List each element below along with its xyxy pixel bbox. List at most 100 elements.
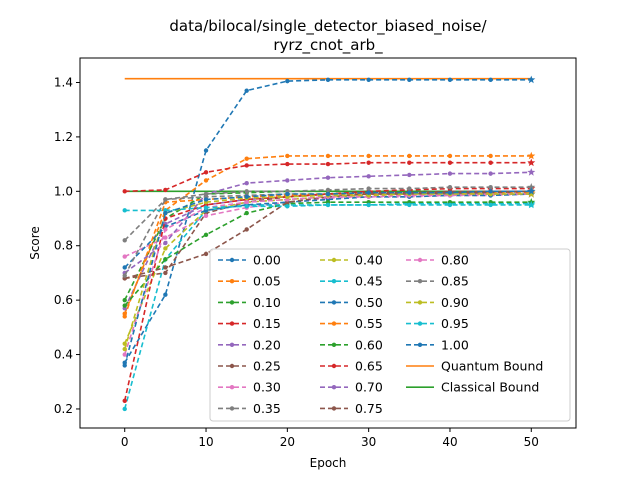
legend-marker [229,406,235,411]
series-point [122,238,127,243]
series-point [203,191,209,197]
series-point [285,153,290,159]
series-point [122,314,127,319]
series-point [203,213,209,218]
legend-marker [417,257,423,263]
series-point [122,363,127,368]
y-tick-label: 0.4 [54,348,73,362]
series-point [203,148,209,153]
legend-label: 0.40 [355,253,383,268]
legend-label: Classical Bound [441,380,539,395]
series-point [488,153,493,159]
y-tick-label: 0.6 [54,293,73,307]
series-point [366,190,371,195]
series-point [244,227,249,232]
series-point [285,161,290,167]
legend-label: 0.00 [253,253,281,268]
series-point [163,197,168,202]
x-axis-ticks: 0 10 20 30 40 50 [121,428,539,449]
series-point [366,202,371,208]
series-point [244,204,249,209]
legend-label: 0.45 [355,274,383,289]
series-point [285,178,290,183]
legend-marker [229,257,235,263]
y-tick-label: 1.4 [54,75,73,89]
series-point [122,398,127,403]
series-point [163,265,168,270]
series-end-marker [527,75,536,84]
legend-marker [417,342,423,347]
series-point [122,265,127,270]
series-point [366,77,371,82]
series-point [163,257,168,262]
series-end-marker [527,200,536,209]
series-point [366,160,371,165]
series-point [122,273,127,278]
legend-label: 0.05 [253,274,281,289]
legend-label: 0.25 [253,359,281,374]
series-point [325,161,331,167]
series-point [285,204,290,209]
series-point [447,77,453,82]
legend-label: 1.00 [441,337,469,352]
series-point [244,199,249,205]
series-point [407,172,412,178]
y-axis-label: Score [28,226,42,260]
series-point [366,186,371,191]
series-point [122,297,127,303]
series-point [163,227,168,232]
legend-marker [417,321,423,326]
series-point [122,352,127,357]
series-point [203,251,209,257]
series-point [163,187,168,193]
series-point [407,153,412,159]
series-point [285,191,290,197]
y-tick-label: 1.2 [54,130,73,144]
legend-marker [331,363,337,369]
legend-marker [229,279,235,284]
series-point [325,175,331,180]
series-point [163,210,168,216]
legend: 0.00 0.05 0.10 0.15 0.20 0.25 0.30 0.35 0.40 0.45… [209,248,571,422]
series-line [124,190,532,280]
legend-label: 0.95 [441,316,469,331]
series-point [447,171,453,176]
series-point [122,303,127,308]
x-tick-label: 0 [121,435,129,449]
series-end-marker [527,151,536,160]
series-point [407,160,412,165]
legend-label: 0.30 [253,380,281,395]
legend-label: 0.75 [355,401,383,416]
series-point [366,153,371,159]
legend-label: 0.15 [253,316,281,331]
legend-marker [331,321,337,326]
series-point [163,246,168,251]
series-point [488,202,493,208]
series-point [488,185,493,190]
series-point [407,186,412,191]
legend-label: 0.10 [253,295,281,310]
series-point [163,235,168,240]
series-point [325,153,331,159]
legend-label: 0.50 [355,295,383,310]
legend-marker [331,342,337,347]
x-axis-label: Epoch [310,456,347,470]
series-point [407,202,412,208]
legend-marker [229,363,235,369]
legend-label: 0.20 [253,337,281,352]
series-point [325,77,331,82]
y-tick-label: 0.8 [54,239,73,253]
x-tick-label: 50 [524,435,539,449]
legend-label: 0.55 [355,316,383,331]
series-point [325,187,331,193]
plot-series [122,75,536,412]
legend-marker [229,385,235,390]
series-point [488,189,493,194]
y-axis-ticks: 0.2 0.4 0.6 0.8 1.0 1.2 1.4 [54,75,80,416]
legend-label: 0.90 [441,295,469,310]
legend-marker [331,300,337,305]
legend-label: 0.70 [355,380,383,395]
series-end-marker [527,189,536,198]
chart-title-line1: data/bilocal/single_detector_biased_nois… [169,17,487,36]
